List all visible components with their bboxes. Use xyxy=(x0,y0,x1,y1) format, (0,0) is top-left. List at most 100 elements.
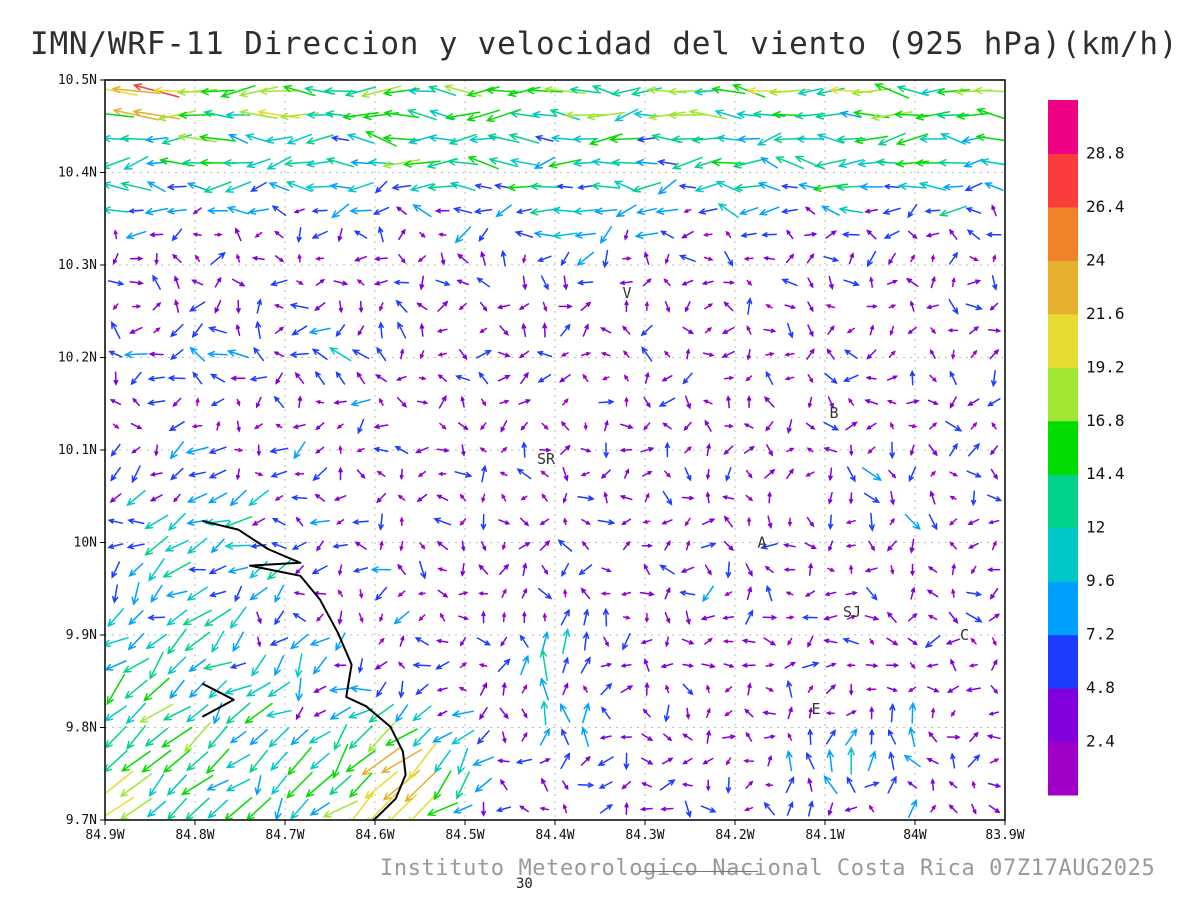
wind-arrow xyxy=(845,728,858,746)
wind-arrow xyxy=(732,158,765,169)
wind-arrow xyxy=(113,371,119,386)
wind-arrow xyxy=(312,467,328,482)
wind-arrow xyxy=(106,770,134,798)
coastline xyxy=(202,520,407,821)
wind-arrow xyxy=(220,85,256,99)
wind-arrow xyxy=(282,84,316,97)
wind-arrow xyxy=(210,538,225,554)
wind-arrow xyxy=(270,470,288,478)
wind-arrow xyxy=(701,518,716,526)
wind-arrow xyxy=(173,275,180,289)
wind-arrow xyxy=(325,157,355,168)
wind-arrow xyxy=(177,133,217,143)
wind-arrow xyxy=(253,346,265,362)
wind-arrow xyxy=(435,638,449,644)
wind-arrow xyxy=(271,517,286,526)
wind-arrow xyxy=(561,728,570,746)
wind-arrow xyxy=(706,779,711,792)
wind-arrow xyxy=(600,682,613,696)
wind-arrow xyxy=(928,731,938,743)
wind-arrow xyxy=(845,421,858,431)
x-tick-label: 84.1W xyxy=(805,828,844,843)
wind-arrow xyxy=(869,728,875,745)
wind-arrow xyxy=(828,491,833,505)
wind-arrow xyxy=(700,615,715,621)
wind-arrow xyxy=(191,279,204,286)
wind-arrow xyxy=(806,348,815,360)
wind-arrow xyxy=(192,207,202,215)
wind-arrow xyxy=(801,614,818,621)
wind-arrow xyxy=(315,256,325,261)
wind-arrow xyxy=(622,540,631,551)
wind-arrow xyxy=(684,301,691,313)
wind-arrow xyxy=(433,517,452,526)
wind-arrow xyxy=(763,328,777,333)
wind-arrow xyxy=(314,370,325,385)
wind-arrow xyxy=(274,230,284,239)
wind-arrow xyxy=(112,253,119,265)
wind-arrow xyxy=(765,663,775,668)
wind-arrow xyxy=(541,630,549,652)
wind-arrow xyxy=(990,685,999,695)
wind-arrow xyxy=(870,111,913,121)
wind-arrow xyxy=(132,108,181,120)
wind-arrow xyxy=(868,540,875,552)
wind-arrow xyxy=(907,798,918,819)
wind-arrow xyxy=(979,158,1004,166)
wind-arrow xyxy=(743,806,754,812)
wind-arrow xyxy=(743,758,755,763)
wind-arrow xyxy=(229,662,247,669)
wind-arrow xyxy=(273,304,284,309)
colorbar-segment xyxy=(1048,474,1078,529)
wind-arrow xyxy=(414,446,429,454)
wind-arrow xyxy=(311,230,328,239)
wind-arrow xyxy=(951,563,956,576)
wind-arrow xyxy=(373,424,389,430)
wind-arrow xyxy=(342,112,379,121)
wind-arrow xyxy=(715,180,741,193)
wind-arrow xyxy=(316,613,324,622)
wind-arrow xyxy=(746,279,753,286)
wind-arrow xyxy=(963,158,984,168)
wind-arrow xyxy=(967,518,980,525)
wind-arrow xyxy=(968,663,978,668)
wind-arrow xyxy=(185,446,209,455)
wind-arrow xyxy=(395,299,408,313)
wind-arrow xyxy=(868,804,875,813)
wind-arrow xyxy=(908,424,918,429)
wind-arrow xyxy=(309,752,330,770)
wind-arrow xyxy=(112,107,160,121)
wind-arrow xyxy=(700,805,717,813)
wind-arrow xyxy=(356,447,365,453)
wind-arrow xyxy=(500,420,508,433)
wind-arrow xyxy=(682,683,694,696)
wind-arrow xyxy=(214,232,223,237)
wind-arrow xyxy=(364,771,398,800)
wind-arrow xyxy=(460,563,466,578)
wind-arrow xyxy=(506,183,542,192)
wind-arrow xyxy=(161,134,193,145)
wind-arrow xyxy=(539,648,548,682)
wind-arrow xyxy=(949,471,959,477)
wind-arrow xyxy=(624,299,629,313)
wind-arrow xyxy=(382,158,421,169)
wind-arrow xyxy=(824,372,838,385)
wind-arrow xyxy=(866,587,878,601)
wind-arrow xyxy=(375,586,388,602)
wind-arrow xyxy=(936,111,970,120)
wind-arrow xyxy=(764,565,774,574)
wind-arrow xyxy=(337,228,343,243)
wind-arrow xyxy=(722,615,735,620)
wind-arrow xyxy=(765,421,774,432)
wind-arrow xyxy=(976,107,1004,120)
wind-arrow xyxy=(283,159,315,168)
x-tick-label: 84.3W xyxy=(625,828,664,843)
wind-arrow xyxy=(377,225,384,243)
wind-arrow xyxy=(991,421,997,430)
wind-arrow xyxy=(407,742,437,780)
wind-arrow xyxy=(132,397,140,407)
wind-arrow xyxy=(499,707,509,720)
wind-arrow xyxy=(622,615,631,620)
wind-arrow xyxy=(533,230,556,238)
wind-arrow xyxy=(144,135,168,144)
